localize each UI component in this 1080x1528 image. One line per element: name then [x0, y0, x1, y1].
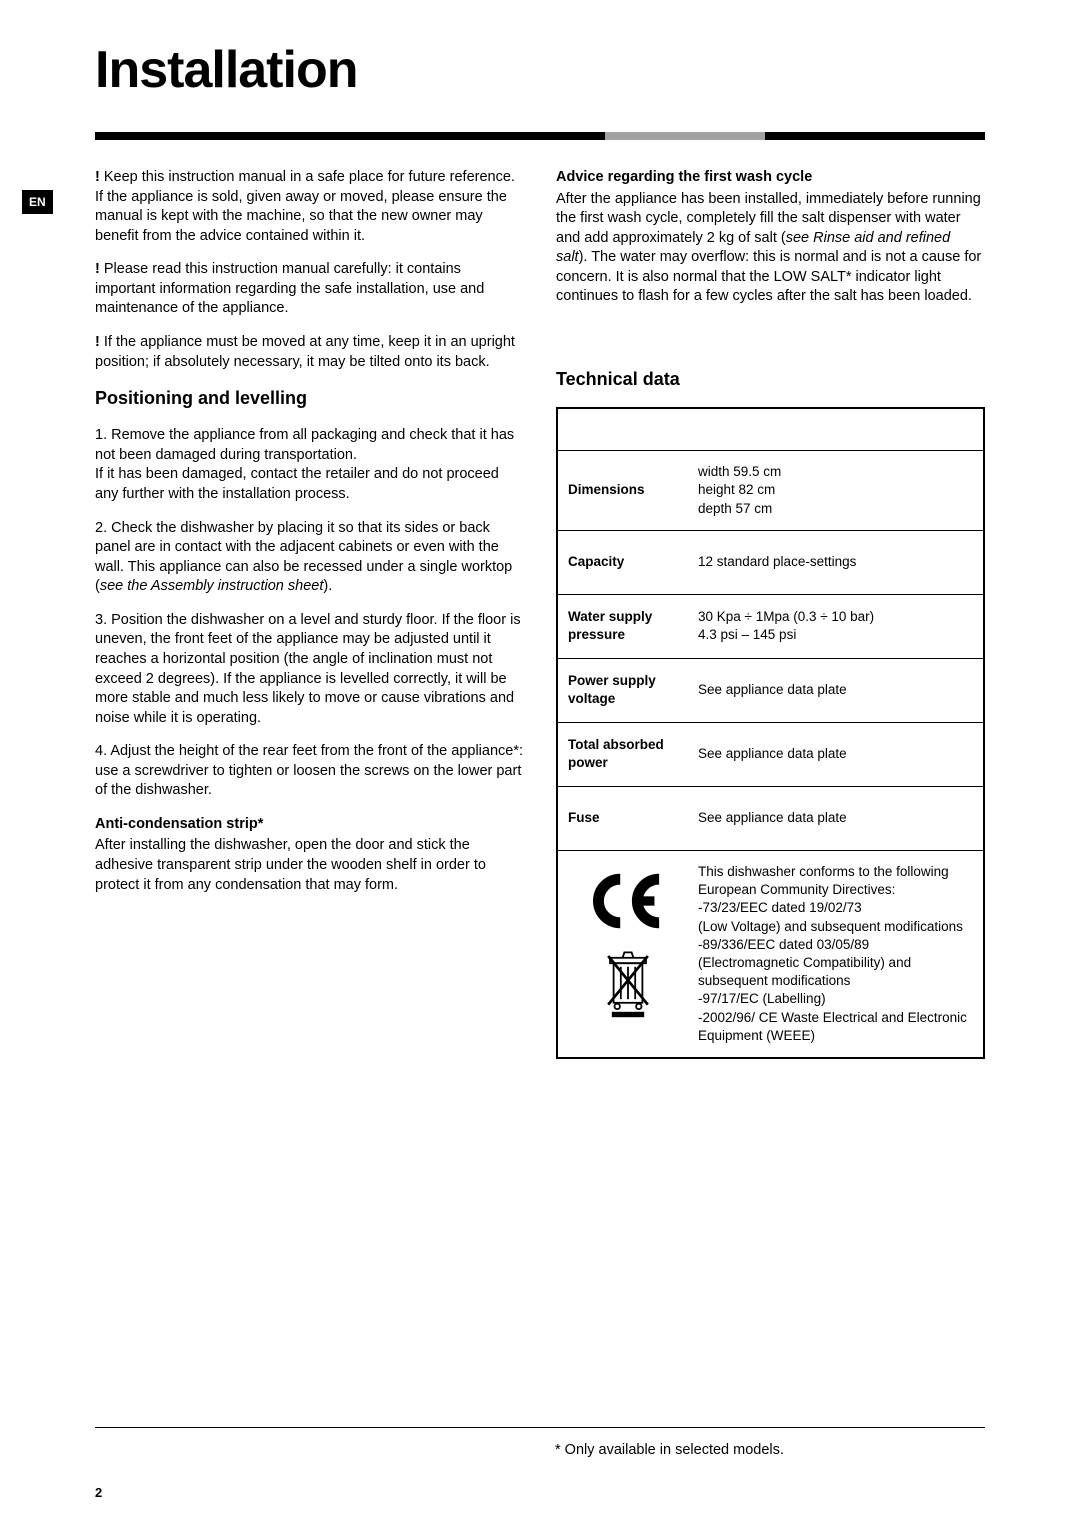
table-row: Total absorbed power See appliance data …	[558, 723, 983, 787]
footnote-text: * Only available in selected models.	[555, 1442, 985, 1458]
step-1b: If it has been damaged, contact the reta…	[95, 465, 524, 504]
language-badge: EN	[22, 190, 53, 214]
row-value: See appliance data plate	[698, 681, 973, 699]
row-label: Water supply pressure	[568, 608, 698, 644]
warning-paragraph-3: ! If the appliance must be moved at any …	[95, 333, 524, 372]
table-row: Fuse See appliance data plate	[558, 787, 983, 851]
technical-data-table: Dimensions width 59.5 cm height 82 cm de…	[556, 407, 985, 1059]
step-3: 3. Position the dishwasher on a level an…	[95, 611, 524, 728]
row-label: Power supply voltage	[568, 672, 698, 708]
row-value: See appliance data plate	[698, 745, 973, 763]
table-compliance-row: This dishwasher conforms to the followin…	[558, 851, 983, 1057]
row-label: Fuse	[568, 809, 698, 827]
top-divider	[95, 132, 985, 140]
divider-accent	[605, 132, 765, 140]
row-label: Dimensions	[568, 481, 698, 499]
table-empty-header	[558, 409, 983, 451]
row-value: 12 standard place-settings	[698, 553, 973, 571]
weee-bin-icon	[600, 947, 656, 1019]
step-2: 2. Check the dishwasher by placing it so…	[95, 519, 524, 597]
right-column: Advice regarding the first wash cycle Af…	[556, 168, 985, 1059]
table-row: Water supply pressure 30 Kpa ÷ 1Mpa (0.3…	[558, 595, 983, 659]
row-label: Capacity	[568, 553, 698, 571]
footnote-area: * Only available in selected models.	[95, 1427, 985, 1458]
warning-paragraph-1: ! Keep this instruction manual in a safe…	[95, 168, 524, 246]
ce-conformity-icon	[589, 873, 667, 929]
table-row: Dimensions width 59.5 cm height 82 cm de…	[558, 451, 983, 531]
anticondensation-text: After installing the dishwasher, open th…	[95, 836, 524, 895]
row-value: width 59.5 cm height 82 cm depth 57 cm	[698, 463, 973, 518]
anticondensation-subheading: Anti-condensation strip*	[95, 815, 524, 835]
firstwash-text: After the appliance has been installed, …	[556, 190, 985, 307]
page-container: Installation EN ! Keep this instruction …	[0, 0, 1080, 1089]
compliance-text: This dishwasher conforms to the followin…	[698, 863, 973, 1045]
step-1: 1. Remove the appliance from all packagi…	[95, 426, 524, 465]
row-label: Total absorbed power	[568, 736, 698, 772]
table-row: Power supply voltage See appliance data …	[558, 659, 983, 723]
technicaldata-heading: Technical data	[556, 367, 985, 391]
footnote-rule	[95, 1427, 985, 1428]
left-column: ! Keep this instruction manual in a safe…	[95, 168, 524, 1059]
compliance-icons	[568, 863, 688, 1019]
step-4: 4. Adjust the height of the rear feet fr…	[95, 742, 524, 801]
row-value: See appliance data plate	[698, 809, 973, 827]
page-title: Installation	[95, 40, 985, 100]
firstwash-subheading: Advice regarding the first wash cycle	[556, 168, 985, 188]
page-number: 2	[95, 1485, 102, 1500]
row-value: 30 Kpa ÷ 1Mpa (0.3 ÷ 10 bar) 4.3 psi – 1…	[698, 608, 973, 644]
positioning-heading: Positioning and levelling	[95, 386, 524, 410]
two-column-body: ! Keep this instruction manual in a safe…	[95, 168, 985, 1059]
table-row: Capacity 12 standard place-settings	[558, 531, 983, 595]
warning-paragraph-2: ! Please read this instruction manual ca…	[95, 260, 524, 319]
